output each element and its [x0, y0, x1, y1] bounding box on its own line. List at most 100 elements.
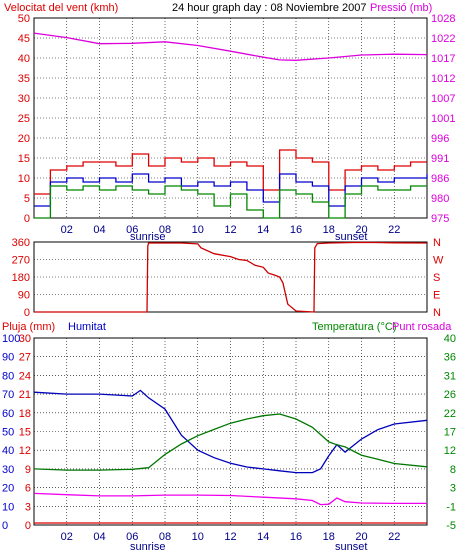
direction-line — [34, 241, 428, 313]
rain-axis-label: Pluja (mm) — [2, 321, 55, 333]
temperature-tick-label: 40 — [444, 333, 456, 345]
pressure-tick-label: 991 — [431, 153, 449, 165]
chart-title: 24 hour graph day : 08 Noviembre 2007 — [172, 2, 366, 14]
rain-tick-label: 30 — [19, 333, 31, 345]
x-tick-label: 18 — [323, 224, 335, 236]
humidity-tick-labels: 0 10 20 30 40 50 60 70 80 90 100 — [2, 333, 20, 532]
temperature-tick-label: -5 — [446, 520, 456, 532]
wind-tick-label: 20 — [18, 133, 30, 145]
humidity-line — [33, 389, 428, 474]
temperature-tick-label: 31 — [444, 370, 456, 382]
wind-tick-label: 0 — [24, 213, 30, 225]
x-tick-label: 14 — [257, 531, 269, 543]
x-tick-label: 04 — [93, 531, 105, 543]
plot-frame-direction — [33, 241, 428, 313]
pressure-tick-label: 986 — [431, 173, 449, 185]
compass-tick-label: N — [433, 237, 441, 249]
compass-tick-label: W — [433, 255, 444, 267]
humidity-axis-label: Humitat — [68, 321, 106, 333]
wind-tick-label: 35 — [18, 73, 30, 85]
climate-series — [33, 389, 428, 524]
humidity-tick-label: 10 — [2, 501, 14, 513]
humidity-tick-label: 100 — [2, 333, 20, 345]
wind-tick-label: 30 — [18, 93, 30, 105]
sunrise-label-top: sunrise — [130, 231, 165, 243]
degree-tick-labels: 0 90 180 270 360 — [12, 237, 30, 319]
temperature-line — [33, 413, 428, 471]
pressure-tick-label: 1028 — [431, 13, 455, 25]
compass-tick-label: S — [433, 272, 440, 284]
x-tick-label: 04 — [93, 224, 105, 236]
x-tick-label: 08 — [159, 224, 171, 236]
degree-tick-label: 360 — [12, 237, 30, 249]
wind-tick-label: 25 — [18, 113, 30, 125]
x-tick-label: 16 — [290, 224, 302, 236]
wind-tick-label: 45 — [18, 33, 30, 45]
rain-tick-label: 9 — [25, 464, 31, 476]
x-tick-label: 14 — [257, 224, 269, 236]
rain-tick-labels: 0 3 6 9 12 15 18 21 24 27 30 — [19, 333, 31, 532]
x-tick-label: 22 — [388, 531, 400, 543]
x-tick-label: 20 — [355, 531, 367, 543]
pressure-tick-label: 1022 — [431, 33, 455, 45]
humidity-tick-label: 70 — [2, 389, 14, 401]
x-tick-label: 02 — [61, 531, 73, 543]
temperature-tick-label: 26 — [444, 389, 456, 401]
temperature-axis-label: Temperatura (°C) — [312, 321, 396, 333]
grid-climate — [34, 338, 427, 525]
humidity-tick-label: 40 — [2, 445, 14, 457]
rain-tick-label: 0 — [25, 520, 31, 532]
humidity-tick-label: 30 — [2, 464, 14, 476]
x-tick-label: 06 — [126, 531, 138, 543]
wind-line-1 — [34, 149, 427, 195]
wind-tick-label: 10 — [18, 173, 30, 185]
wind-tick-label: 40 — [18, 53, 30, 65]
pressure-axis-label: Pressió (mb) — [370, 2, 432, 14]
pressure-tick-label: 1017 — [431, 53, 455, 65]
wind-tick-labels: 0 5 10 15 20 25 30 35 40 45 50 — [18, 13, 30, 225]
dewpoint-axis-label: Punt rosada — [392, 321, 452, 333]
compass-tick-label: N — [433, 307, 441, 319]
pressure-tick-label: 980 — [431, 193, 449, 205]
humidity-tick-label: 50 — [2, 427, 14, 439]
x-tick-labels-top: 02 04 06 08 10 12 14 16 18 20 22 — [61, 224, 401, 236]
panel-wind-pressure: Velocitat del vent (kmh) 24 hour graph d… — [4, 2, 455, 243]
temperature-tick-label: 3 — [450, 483, 456, 495]
x-tick-label: 10 — [192, 531, 204, 543]
compass-tick-label: E — [433, 290, 440, 302]
temperature-tick-label: 17 — [444, 427, 456, 439]
humidity-tick-label: 0 — [2, 520, 8, 532]
pressure-tick-label: 975 — [431, 213, 449, 225]
degree-tick-label: 270 — [12, 255, 30, 267]
pressure-tick-label: 1012 — [431, 73, 455, 85]
degree-tick-label: 0 — [24, 307, 30, 319]
pressure-tick-label: 1007 — [431, 93, 455, 105]
temperature-tick-label: 22 — [444, 408, 456, 420]
direction-series — [34, 241, 428, 313]
pressure-tick-labels: 975 980 986 991 996 1001 1007 1012 1017 1022 1028 — [431, 13, 455, 225]
x-tick-label: 06 — [126, 224, 138, 236]
x-tick-label: 12 — [224, 531, 236, 543]
x-tick-label: 02 — [61, 224, 73, 236]
wind-line-2 — [34, 173, 428, 207]
temperature-tick-label: 36 — [444, 352, 456, 364]
sunset-label-bottom: sunset — [335, 541, 367, 553]
rain-tick-label: 3 — [25, 501, 31, 513]
panel-rain-humidity-temperature: Pluja (mm) Humitat Temperatura (°C) Punt… — [2, 321, 456, 553]
temperature-tick-label: -1 — [446, 501, 456, 513]
rain-tick-label: 21 — [19, 389, 31, 401]
pressure-line — [33, 32, 428, 61]
rain-tick-label: 27 — [19, 352, 31, 364]
temperature-tick-labels: -5 -1 3 8 12 17 22 26 31 36 40 — [444, 333, 456, 532]
x-tick-labels-bottom: 02 04 06 08 10 12 14 16 18 20 22 — [61, 531, 401, 543]
grid-direction — [34, 259, 427, 295]
dewpoint-line — [33, 492, 427, 506]
rain-tick-label: 24 — [19, 370, 31, 382]
degree-tick-label: 90 — [18, 290, 30, 302]
x-tick-label: 10 — [192, 224, 204, 236]
x-tick-label: 16 — [290, 531, 302, 543]
wind-tick-label: 5 — [24, 193, 30, 205]
rain-tick-label: 12 — [19, 445, 31, 457]
